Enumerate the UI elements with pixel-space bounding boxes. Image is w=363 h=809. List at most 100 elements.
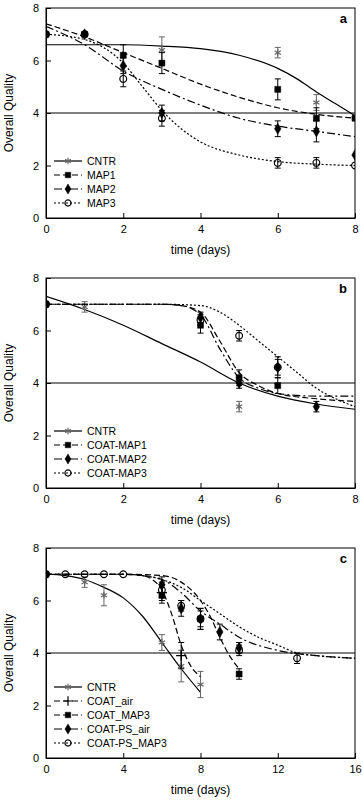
- error-bar: [236, 378, 242, 389]
- panel-label: c: [340, 551, 347, 566]
- legend-label: MAP1: [87, 169, 116, 181]
- error-bar-cap: [178, 600, 184, 601]
- error-bar-stem: [277, 357, 278, 378]
- x-tick-label: 6: [275, 223, 281, 235]
- error-bar-stem: [161, 110, 162, 126]
- data-point: [81, 31, 88, 38]
- fit-line: [46, 574, 239, 669]
- series: [46, 301, 355, 407]
- error-bar: [82, 577, 88, 588]
- error-bar-cap: [159, 110, 165, 111]
- x-tick-label: 4: [198, 223, 204, 235]
- fit-line: [46, 24, 355, 119]
- y-tick: 0: [33, 482, 51, 494]
- y-axis-title: Overall Quality: [2, 614, 16, 693]
- legend-entry: CNTR: [54, 425, 117, 437]
- error-bar: [275, 357, 281, 378]
- error-bar-cap: [313, 141, 319, 142]
- y-tick-mark: [46, 218, 51, 219]
- error-bar-cap: [82, 312, 88, 313]
- x-tick: 8: [198, 753, 204, 775]
- x-tick-label: 2: [121, 493, 127, 505]
- y-tick-label: 8: [33, 542, 39, 554]
- y-tick: 0: [33, 752, 51, 764]
- error-bar-cap: [236, 668, 242, 669]
- legend-entry: COAT_air: [54, 695, 133, 707]
- x-tick-label: 0: [43, 223, 49, 235]
- fit-line: [46, 574, 355, 658]
- error-bar-cap: [178, 668, 184, 669]
- error-bar-stem: [277, 359, 278, 375]
- y-tick-mark: [46, 706, 51, 707]
- legend-entry: COAT-MAP3: [54, 467, 147, 479]
- data-point: [82, 579, 88, 586]
- error-bar-cap: [275, 99, 281, 100]
- y-tick-mark: [46, 436, 51, 437]
- legend-label: COAT-MAP1: [87, 439, 147, 451]
- error-bar-cap: [159, 582, 165, 583]
- data-point: [197, 681, 203, 688]
- series: [46, 31, 355, 169]
- y-tick-mark: [46, 331, 51, 332]
- y-tick-mark: [46, 758, 51, 759]
- error-bar-cap: [217, 639, 223, 640]
- x-axis: 02468: [43, 483, 358, 505]
- threshold-line: [46, 113, 355, 114]
- legend-entry: CNTR: [54, 681, 117, 693]
- legend-marker: [65, 172, 70, 177]
- error-bar-cap: [198, 611, 204, 612]
- x-axis-line: [47, 218, 356, 219]
- legend-marker: [65, 428, 71, 435]
- x-tick-mark: [278, 483, 279, 488]
- data-point: [236, 332, 243, 339]
- legend-label: CNTR: [87, 155, 117, 167]
- fit-line: [46, 574, 355, 658]
- data-point: [313, 159, 320, 166]
- x-tick-mark: [201, 483, 202, 488]
- x-tick-mark: [123, 213, 124, 218]
- error-bar: [294, 653, 300, 664]
- data-point: [101, 571, 108, 578]
- legend-marker: [65, 712, 70, 717]
- y-tick-mark: [46, 166, 51, 167]
- y-tick-label: 0: [33, 752, 39, 764]
- y-axis-title: Overall Quality: [2, 344, 16, 423]
- error-bar-cap: [101, 584, 107, 585]
- legend-entry: COAT_MAP3: [54, 709, 150, 721]
- fit-line: [46, 304, 355, 401]
- series: [46, 31, 355, 122]
- error-bar-cap: [120, 57, 126, 58]
- error-bar-cap: [294, 653, 300, 654]
- legend-entry: COAT-PS_MAP3: [54, 737, 167, 749]
- data-point: [81, 29, 87, 40]
- error-bar-cap: [198, 608, 204, 609]
- error-bar-stem: [123, 71, 124, 87]
- error-bar-cap: [82, 301, 88, 302]
- legend-label: COAT-PS_MAP3: [87, 737, 167, 749]
- error-bar: [275, 47, 281, 58]
- data-point: [275, 123, 281, 134]
- error-bar-cap: [313, 120, 319, 121]
- y-tick-label: 0: [33, 212, 39, 224]
- error-bar-cap: [120, 86, 126, 87]
- legend-label: COAT-PS_air: [87, 723, 150, 735]
- x-tick: 8: [352, 483, 358, 505]
- error-bar-cap: [275, 136, 281, 137]
- error-bar: [236, 331, 242, 342]
- legend-marker: [65, 184, 71, 194]
- y-tick: 6: [33, 55, 51, 67]
- data-point: [352, 115, 355, 122]
- fit-line: [46, 45, 355, 116]
- error-bar: [101, 585, 107, 606]
- error-bar-cap: [178, 600, 184, 601]
- error-bar: [275, 359, 281, 375]
- data-point: [81, 571, 88, 578]
- x-tick: 4: [121, 753, 127, 775]
- y-axis-title: Overall Quality: [2, 74, 16, 153]
- plot-frame: [46, 278, 355, 488]
- x-tick: 2: [121, 483, 127, 505]
- series: [46, 24, 355, 129]
- x-tick-label: 8: [198, 763, 204, 775]
- data-point: [159, 639, 165, 646]
- y-tick-label: 8: [33, 2, 39, 14]
